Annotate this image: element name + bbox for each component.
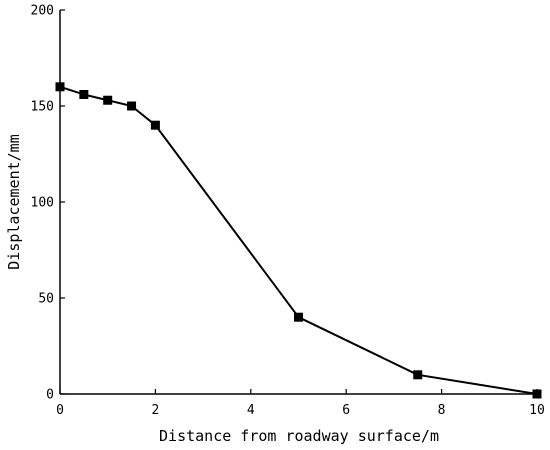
series-layer <box>55 82 542 399</box>
data-point-marker <box>55 82 65 92</box>
x-tick-label: 8 <box>438 403 446 418</box>
axes <box>59 10 537 395</box>
x-tick-label: 6 <box>342 403 350 418</box>
data-point-marker <box>413 370 423 380</box>
data-point-marker <box>150 120 160 130</box>
y-tick-label: 50 <box>38 292 54 307</box>
x-tick-label: 2 <box>151 403 159 418</box>
x-tick-label: 4 <box>247 403 255 418</box>
x-tick-label: 0 <box>56 403 64 418</box>
y-tick-label: 150 <box>31 100 54 115</box>
y-tick-label: 100 <box>31 196 54 211</box>
x-tick-label: 10 <box>529 403 545 418</box>
series-line <box>59 85 538 395</box>
x-axis-title: Distance from roadway surface/m <box>159 427 439 445</box>
data-point-marker <box>532 389 542 399</box>
data-point-marker <box>127 101 137 111</box>
y-axis-title: Displacement/mm <box>5 134 23 269</box>
data-point-marker <box>294 312 303 322</box>
data-point-marker <box>79 89 89 99</box>
data-point-marker <box>103 95 113 105</box>
y-tick-label: 0 <box>46 388 54 403</box>
y-tick-label: 200 <box>31 4 54 19</box>
